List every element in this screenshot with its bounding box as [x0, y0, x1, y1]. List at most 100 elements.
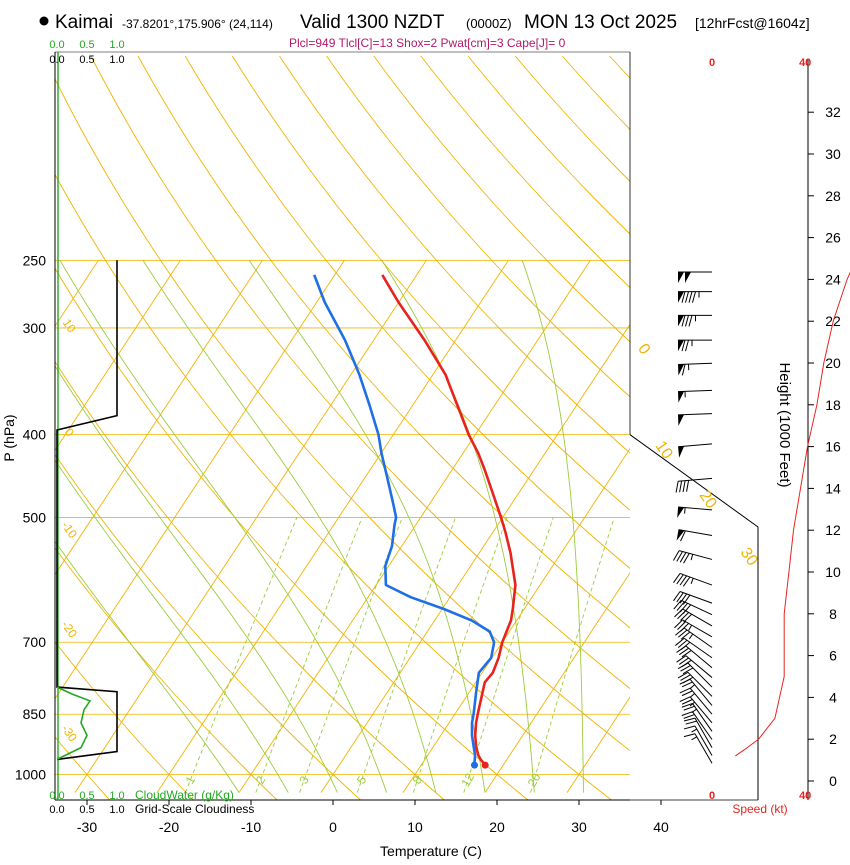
height-tick-label: 16 — [825, 439, 841, 455]
mixing-ratio-label: 8 — [410, 773, 426, 786]
height-tick-label: 20 — [825, 355, 841, 371]
dry-adiabat-line — [232, 56, 850, 800]
dry-adiabat-line — [657, 56, 850, 800]
cloudiness-bottom-tick: 1.0 — [109, 804, 124, 816]
barb-pennant — [685, 272, 691, 283]
cloudiness-top-tick: 1.0 — [109, 54, 124, 66]
dry-adiabat-line — [327, 56, 850, 800]
valid-date: MON 13 Oct 2025 — [524, 12, 677, 33]
barb-flag — [680, 481, 682, 492]
moist-adiabat-line — [249, 260, 485, 792]
wind-speed-label: Speed (kt) — [732, 802, 787, 816]
barb-staff — [680, 592, 712, 604]
barb-staff — [678, 478, 712, 481]
barb-staff — [688, 672, 712, 696]
cloudiness-top-tick: 0.0 — [49, 54, 64, 66]
barb-staff — [695, 734, 712, 763]
mixing-ratio-line — [357, 517, 455, 792]
surface-temperature-marker — [482, 762, 489, 769]
x-tick-label: -20 — [159, 819, 179, 835]
dewpoint-trace — [314, 275, 494, 765]
barb-half-flag — [691, 578, 693, 584]
height-tick-label: 2 — [829, 731, 837, 747]
cloudiness-bottom-tick: 0.0 — [49, 804, 64, 816]
cloud-water-top-tick: 0.0 — [49, 39, 64, 51]
barb-flag — [675, 628, 684, 635]
cloudiness-label: Grid-Scale Cloudiness — [135, 802, 254, 816]
cloud-water-label: CloudWater (g/Kg) — [135, 788, 234, 802]
dry-adiabat-line — [91, 56, 779, 800]
cloudiness-profile — [57, 260, 117, 759]
dry-adiabat-line — [0, 56, 612, 800]
barb-flag — [689, 315, 692, 326]
isotherm-label: -30 — [59, 722, 81, 745]
dry-adiabat-line — [185, 56, 850, 800]
barb-staff — [684, 628, 712, 648]
wind-barb — [678, 292, 712, 303]
x-tick-label: -10 — [241, 819, 261, 835]
barb-flag — [689, 292, 692, 303]
dry-adiabat-line — [138, 56, 850, 800]
barb-pennant — [678, 415, 684, 426]
barb-flag — [682, 712, 693, 716]
cloud-water-bottom-tick: 1.0 — [109, 790, 124, 802]
barb-staff — [680, 573, 712, 585]
barb-staff — [678, 444, 712, 447]
moist-adiabat-line — [633, 260, 644, 792]
height-tick-label: 32 — [825, 104, 841, 120]
barb-staff — [695, 726, 712, 755]
cloud-water-top-tick: 0.5 — [79, 39, 94, 51]
dry-adiabat-line — [44, 56, 695, 800]
x-tick-label: 20 — [489, 819, 505, 835]
station-coords: -37.8201°,175.906° (24,114) — [122, 17, 273, 31]
barb-staff — [695, 718, 712, 747]
wind-barb — [678, 340, 712, 351]
barb-pennant — [678, 391, 684, 402]
barb-pennant — [678, 272, 684, 283]
moist-adiabat-line — [522, 260, 583, 792]
wind-barb — [678, 444, 712, 458]
wind-speed-top-tick: 0 — [709, 57, 715, 69]
barb-half-flag — [692, 729, 697, 732]
barb-flag — [693, 292, 696, 303]
barb-half-flag — [685, 508, 686, 514]
isotherm-label: 30 — [737, 545, 761, 569]
cloudiness-top-tick: 0.5 — [79, 54, 94, 66]
mixing-ratio-label: 1 — [183, 773, 199, 786]
wind-barb — [677, 530, 712, 542]
wind-barb — [674, 609, 712, 626]
mixing-ratio-label: 3 — [296, 773, 312, 786]
sounding-indices: Plcl=949 Tlcl[C]=13 Shox=2 Pwat[cm]=3 Ca… — [289, 36, 566, 50]
x-axis-title: Temperature (C) — [380, 843, 482, 859]
pressure-tick-label: 500 — [23, 509, 47, 525]
x-tick-label: 10 — [407, 819, 423, 835]
valid-time: Valid 1300 NZDT — [300, 12, 445, 33]
barb-flag — [686, 292, 689, 303]
height-tick-label: 4 — [829, 689, 837, 705]
cloud-water-top-tick: 1.0 — [109, 39, 124, 51]
barb-flag — [683, 481, 685, 492]
pressure-tick-label: 850 — [23, 706, 47, 722]
wind-barb — [673, 551, 712, 564]
height-tick-label: 12 — [825, 522, 841, 538]
height-tick-label: 6 — [829, 648, 837, 664]
wind-panel-border — [630, 435, 758, 800]
x-tick-label: 30 — [571, 819, 587, 835]
barb-flag — [677, 611, 685, 619]
height-tick-label: 28 — [825, 188, 841, 204]
station-name: Kaimai — [55, 12, 113, 33]
isotherm-line — [0, 260, 16, 792]
x-tick-label: 0 — [329, 819, 337, 835]
isotherm-line — [0, 260, 344, 792]
station-dot — [40, 17, 49, 26]
moist-adiabat-line — [143, 260, 436, 792]
cloud-water-bottom-tick: 0.5 — [79, 790, 94, 802]
barb-flag — [686, 315, 689, 326]
dry-adiabat-line — [610, 56, 850, 800]
barb-pennant — [677, 507, 684, 518]
mixing-ratio-line — [531, 517, 615, 792]
pressure-tick-label: 250 — [23, 252, 47, 268]
isotherm-label: -20 — [59, 618, 81, 641]
barb-flag — [686, 721, 697, 724]
